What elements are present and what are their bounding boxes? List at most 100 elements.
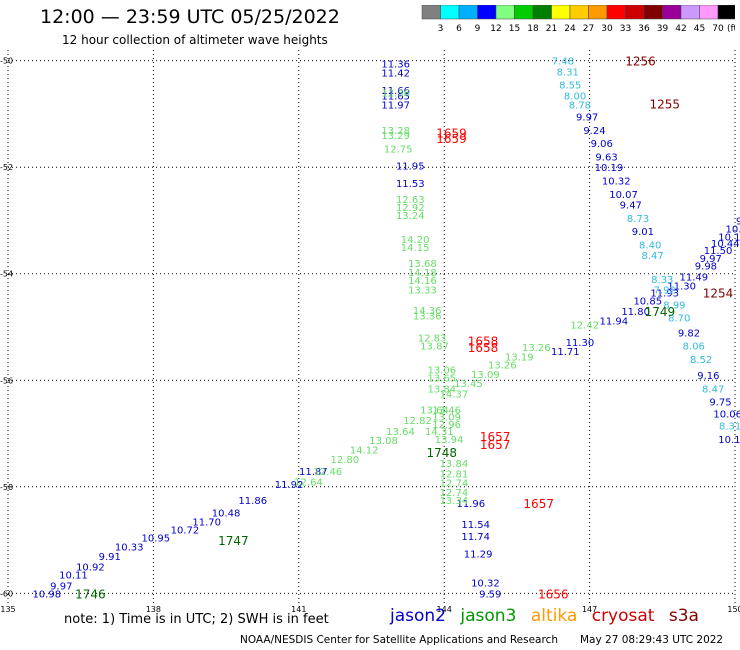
wave-height-label: 13.33	[408, 286, 437, 297]
wave-height-label: 11.93	[650, 288, 679, 299]
wave-height-label: 13.26	[488, 360, 517, 371]
wave-height-label: 10.98	[32, 589, 61, 600]
wave-height-label: 11.96	[457, 499, 486, 510]
wave-height-label: 8.06	[683, 342, 705, 353]
wave-height-label: 11.92	[275, 480, 304, 491]
colorbar-label: 24	[564, 24, 576, 34]
wave-height-label: 11.49	[679, 272, 708, 283]
wave-height-label: 11.80	[621, 307, 650, 318]
wave-height-label: 14.16	[408, 276, 437, 287]
wave-height-label: 12.83	[418, 334, 447, 345]
wave-height-label: 10.32	[602, 177, 631, 188]
wave-height-label: 13.09	[432, 412, 461, 423]
time-label: 1659	[436, 132, 467, 146]
wave-height-label: 14.20	[401, 235, 430, 246]
wave-height-label: 12.81	[440, 469, 469, 480]
wave-height-label: 9.06	[591, 139, 613, 150]
colorbar-label: 21	[546, 24, 557, 34]
wave-height-label: 13.84	[427, 384, 456, 395]
colorbar-swatch	[717, 5, 735, 20]
wave-height-label: 10.92	[76, 563, 105, 574]
wave-height-label: 13.29	[381, 131, 410, 142]
wave-height-label: 12.75	[384, 145, 413, 156]
wave-height-label: 8.00	[564, 91, 586, 102]
wave-height-label: 13.19	[505, 352, 534, 363]
wave-height-label: 11.94	[600, 317, 629, 328]
wave-height-label: 10.33	[115, 542, 144, 553]
wave-height-label: 10.95	[142, 533, 171, 544]
wave-height-label: 11.95	[396, 162, 425, 173]
wave-height-label: 10.11	[59, 571, 88, 582]
wave-height-label: 10.11	[718, 232, 740, 243]
wave-height-label: 11.86	[238, 496, 267, 507]
wave-height-label: 9.16	[697, 371, 719, 382]
wave-height-label: 13.45	[454, 379, 483, 390]
wave-height-label: 10.19	[595, 163, 624, 174]
colorbar-label: 27	[583, 24, 594, 34]
wave-height-label: 11.54	[461, 520, 490, 531]
x-tick-label: 147	[582, 605, 597, 614]
chart-title: 12:00 — 23:59 UTC 05/25/2022	[40, 6, 340, 28]
time-label: 1748	[427, 446, 458, 460]
wave-height-label: 13.65	[427, 374, 456, 385]
wave-height-label: 9.24	[583, 126, 605, 137]
y-tick-label: -52	[0, 163, 13, 172]
time-label: 1749	[645, 305, 676, 319]
wave-height-label: 10.53	[726, 224, 740, 235]
colorbar-unit: (ft)	[727, 24, 735, 34]
x-tick-label: 141	[291, 605, 306, 614]
wave-height-label: 11.97	[381, 100, 410, 111]
wave-height-label: 11.70	[192, 517, 221, 528]
satellite-legend: jason2 jason3 altika cryosat s3a	[390, 606, 708, 626]
wave-height-label: 13.68	[408, 259, 437, 270]
wave-height-label: 11.30	[566, 338, 595, 349]
wave-height-label: 12.64	[294, 477, 323, 488]
wave-height-label: 11.71	[551, 347, 580, 358]
wave-height-label: 10.85	[633, 296, 662, 307]
credit-text: NOAA/NESDIS Center for Satellite Applica…	[240, 634, 558, 646]
x-tick-label: 138	[146, 605, 161, 614]
wave-height-label: 9.97	[576, 113, 598, 124]
wave-height-label: 7.92	[654, 286, 676, 297]
wave-height-label: 13.46	[432, 406, 461, 417]
wave-height-label: 11.65	[381, 91, 410, 102]
wave-height-label: 12.80	[331, 455, 360, 466]
wave-height-label: 8.31	[557, 67, 579, 78]
wave-height-label: 8.52	[690, 355, 712, 366]
legend-s3a: s3a	[668, 606, 699, 626]
wave-height-label: 11.29	[464, 549, 493, 560]
wave-height-label: 11.36	[381, 59, 410, 70]
wave-height-label: 12.74	[440, 488, 469, 499]
wave-height-label: 13.87	[420, 342, 449, 353]
colorbar-label: 18	[527, 24, 539, 34]
time-label: 1747	[218, 534, 249, 548]
wave-height-label: 12.42	[570, 320, 599, 331]
wave-height-label: 9.98	[695, 262, 717, 273]
colorbar-label: 70	[712, 24, 724, 34]
wave-height-label: 14.31	[425, 427, 454, 438]
wave-height-label: 7.48	[552, 57, 574, 68]
time-label: 1657	[480, 430, 511, 444]
wave-height-label: 12.46	[314, 467, 343, 478]
wave-height-label: 10.06	[713, 409, 740, 420]
wave-height-label: 13.64	[420, 406, 449, 417]
wave-height-label: 13.24	[396, 211, 425, 222]
wave-height-label: 9.63	[595, 153, 617, 164]
time-label: 1746	[75, 587, 106, 601]
y-tick-label: -56	[0, 376, 13, 385]
wave-height-label: 9.97	[700, 254, 722, 265]
chart-subtitle: 12 hour collection of altimeter wave hei…	[62, 33, 328, 47]
time-label: 1254	[703, 286, 734, 300]
time-label: 1657	[480, 438, 511, 452]
y-tick-label: -54	[0, 270, 13, 279]
wave-height-label: 13.26	[522, 343, 551, 354]
wave-height-label: 12.92	[396, 203, 425, 214]
wave-height-label: 11.66	[381, 86, 410, 97]
wave-height-label: 9.91	[99, 552, 121, 563]
legend-cryosat: cryosat	[591, 606, 655, 626]
wave-height-label: 9.96	[736, 216, 740, 227]
wave-height-label: 14.18	[408, 268, 437, 279]
wave-height-label: 8.78	[569, 100, 591, 111]
time-label: 1659	[436, 127, 467, 141]
x-tick-label: 135	[0, 605, 15, 614]
